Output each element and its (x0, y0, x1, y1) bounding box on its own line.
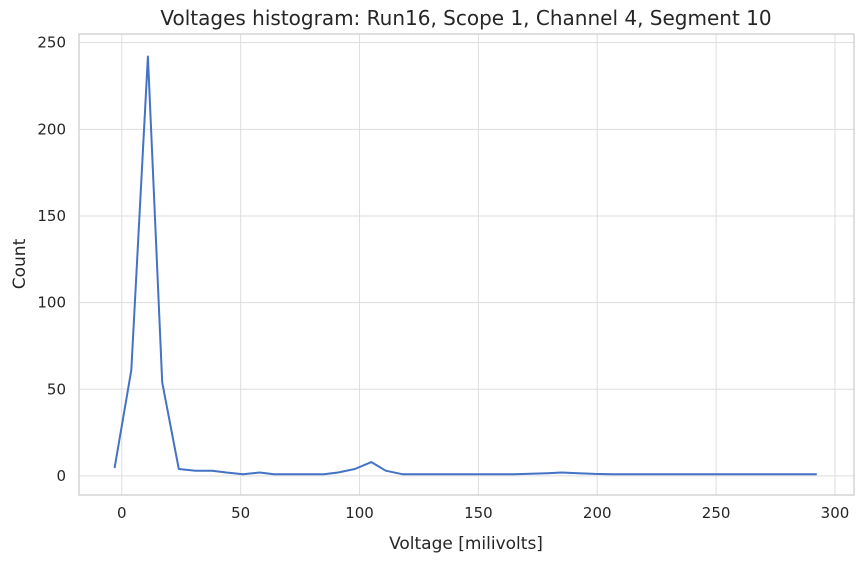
y-axis-label: Count (10, 238, 30, 289)
x-tick-label: 100 (345, 504, 374, 522)
x-tick-label: 300 (821, 504, 850, 522)
x-tick-label: 200 (583, 504, 612, 522)
y-tick-label: 100 (37, 294, 66, 312)
grid-lines (79, 34, 854, 495)
series-layer (113, 55, 817, 476)
y-tick-labels: 0 50 100 150 200 250 (37, 34, 66, 485)
plot-background (79, 34, 854, 495)
y-tick-label: 50 (47, 380, 66, 398)
chart-title: Voltages histogram: Run16, Scope 1, Chan… (160, 6, 771, 30)
x-tick-label: 0 (117, 504, 127, 522)
x-tick-label: 150 (464, 504, 493, 522)
series-line (113, 55, 817, 476)
plot-frame (78, 33, 855, 496)
y-tick-label: 250 (37, 34, 66, 52)
y-tick-label: 0 (56, 467, 66, 485)
y-tick-label: 150 (37, 207, 66, 225)
x-tick-label: 250 (702, 504, 731, 522)
y-tick-label: 200 (37, 120, 66, 138)
x-tick-label: 50 (231, 504, 250, 522)
x-axis-label: Voltage [milivolts] (389, 534, 543, 554)
x-tick-labels: 0 50 100 150 200 250 300 (117, 504, 849, 522)
